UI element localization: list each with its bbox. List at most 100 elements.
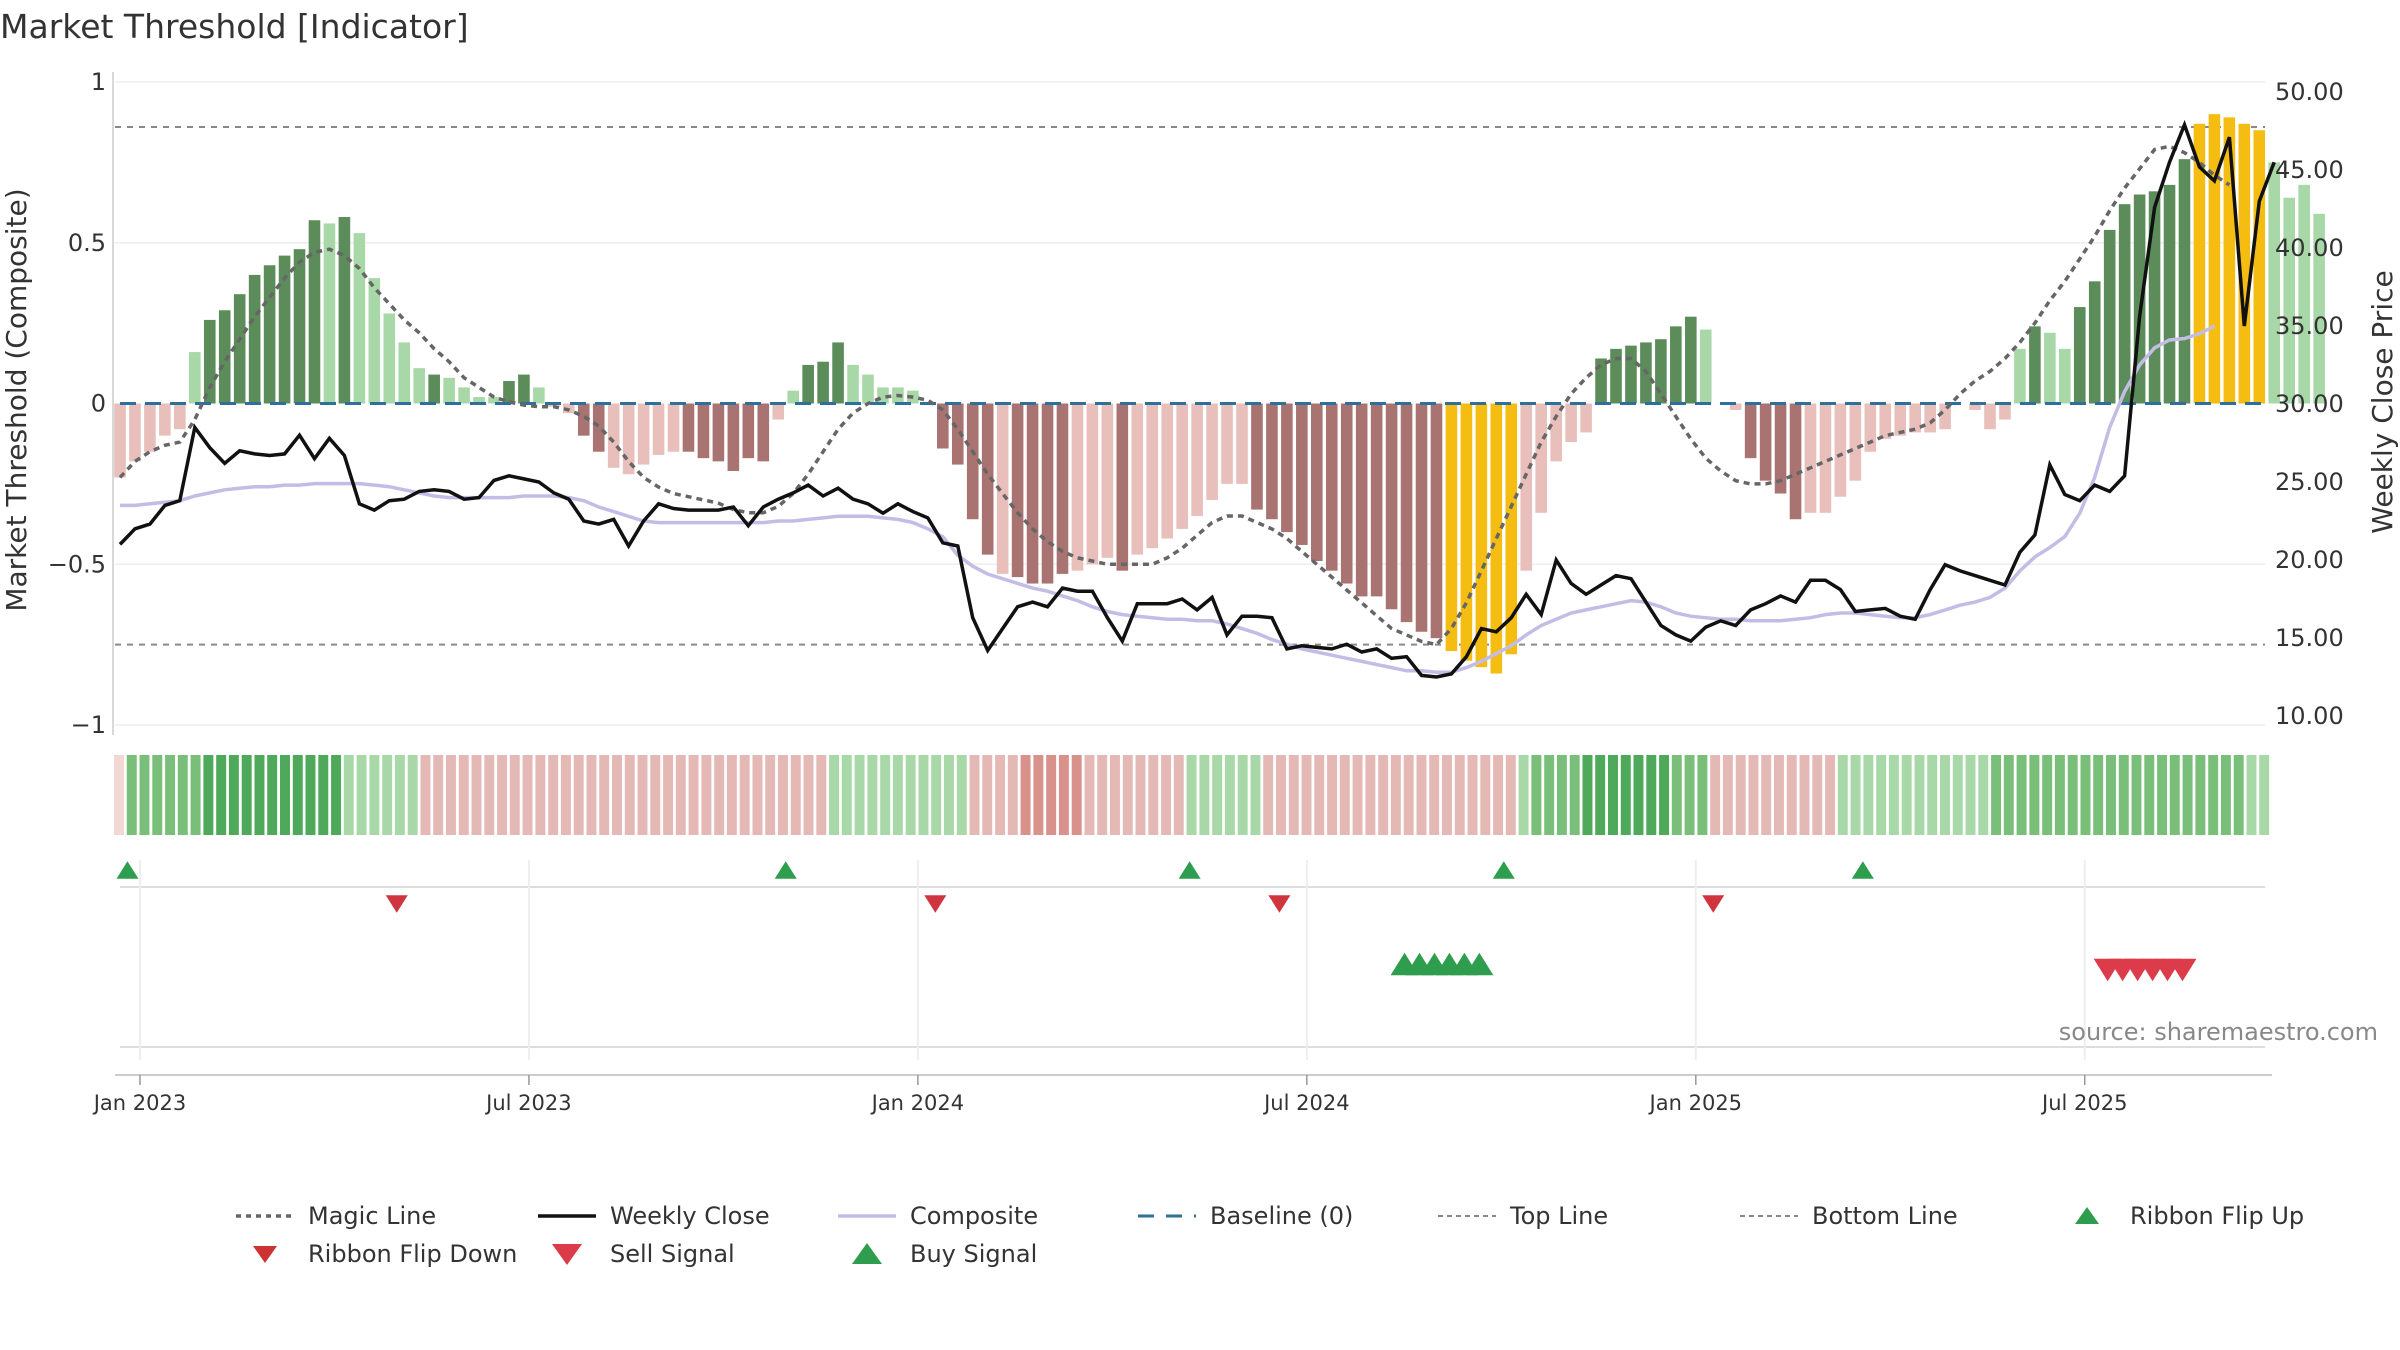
ribbon-cell: [688, 755, 699, 835]
legend-label: Buy Signal: [910, 1240, 1037, 1268]
ribbon-cell: [139, 755, 150, 835]
bar: [1789, 403, 1802, 520]
ribbon-cell: [573, 755, 584, 835]
ribbon-cell: [2042, 755, 2053, 835]
ribbon-cell: [918, 755, 929, 835]
bar: [877, 387, 889, 404]
bar: [1430, 403, 1443, 639]
x-tick-label: Jan 2023: [92, 1091, 187, 1115]
bar: [218, 310, 231, 404]
bar: [1580, 403, 1592, 433]
bar: [278, 255, 291, 404]
ribbon-cell: [471, 755, 482, 835]
ribbon-cell: [1965, 755, 1976, 835]
bar: [787, 390, 799, 404]
ribbon-cell: [2169, 755, 2180, 835]
ribbon-cell: [152, 755, 163, 835]
bar: [1969, 403, 1981, 410]
ribbon-cell: [1812, 755, 1823, 835]
ribbon-cell: [1531, 755, 1542, 835]
y-tick-right: 40.00: [2275, 234, 2344, 262]
grid: [115, 81, 2265, 726]
bar: [2253, 130, 2266, 404]
bar: [1834, 403, 1847, 497]
ribbon-cell: [1237, 755, 1248, 835]
ribbon-cell: [1825, 755, 1836, 835]
ribbon-flip-up-marker: [1492, 861, 1515, 879]
ribbon-cell: [1940, 755, 1950, 835]
bar: [1939, 403, 1951, 430]
ribbon-cell: [2067, 755, 2078, 835]
bar: [1804, 403, 1817, 513]
ribbon-cell: [880, 755, 891, 835]
ribbon-cell: [1544, 755, 1555, 835]
ribbon-cell: [1378, 755, 1389, 835]
ribbon-cell: [126, 755, 137, 835]
ribbon-cell: [1671, 755, 1682, 835]
bar: [607, 403, 620, 468]
bar: [473, 397, 485, 404]
ribbon-cell: [522, 755, 533, 835]
ribbon-cell: [2195, 755, 2206, 835]
legend-label: Composite: [910, 1202, 1038, 1230]
y-axis-label-left: Market Threshold (Composite): [0, 188, 33, 611]
legend-swatch-flip-up: [2075, 1207, 2099, 1224]
ribbon-cell: [663, 755, 674, 835]
ribbon-cell: [1314, 755, 1325, 835]
ribbon-cell: [1416, 755, 1427, 835]
ribbon-cell: [1837, 755, 1848, 835]
legend-item: Composite: [838, 1202, 1038, 1230]
ribbon-cell: [599, 755, 610, 835]
y-tick-left: 0: [91, 390, 106, 418]
bar: [2178, 159, 2191, 404]
bar: [1056, 403, 1069, 574]
ribbon-cell: [956, 755, 967, 835]
x-tick-label: Jan 2024: [870, 1091, 965, 1115]
y-tick-right: 35.00: [2275, 312, 2344, 340]
ribbon-cell: [254, 755, 265, 835]
bar: [2208, 114, 2221, 404]
ribbon-cell: [1442, 755, 1452, 835]
bar: [323, 223, 336, 404]
ribbon-cell: [944, 755, 954, 835]
bar: [1490, 403, 1503, 674]
legend-label: Ribbon Flip Up: [2130, 1202, 2304, 1230]
y-tick-right: 30.00: [2275, 390, 2344, 418]
bar: [1475, 403, 1488, 668]
ribbon-cell: [765, 755, 776, 835]
ribbon-cell: [1071, 755, 1082, 835]
bar: [2223, 117, 2236, 404]
bar: [2029, 326, 2041, 404]
bar: [413, 368, 425, 404]
ribbon-cell: [905, 755, 916, 835]
bar: [503, 380, 515, 404]
legend-item: Bottom Line: [1740, 1202, 1958, 1230]
ribbon-cell: [1288, 755, 1299, 835]
legend-item: Top Line: [1438, 1202, 1608, 1230]
ribbon-cell: [292, 755, 303, 835]
bar: [458, 387, 470, 404]
ribbon-cell: [2182, 755, 2193, 835]
ribbon-cell: [1952, 755, 1963, 835]
legend-label: Sell Signal: [610, 1240, 735, 1268]
ribbon-cell: [1748, 755, 1759, 835]
legend-item: Magic Line: [236, 1202, 436, 1230]
bar: [488, 397, 500, 404]
bar: [1565, 403, 1577, 443]
ribbon-flip-down-marker: [385, 895, 408, 913]
bar: [518, 374, 530, 404]
bar: [2088, 281, 2101, 404]
chart-title: Market Threshold [Indicator]: [0, 7, 469, 46]
ribbon-cell: [1173, 755, 1184, 835]
bar: [667, 403, 680, 452]
ribbon-cell: [1722, 755, 1733, 835]
ribbon-cell: [1505, 755, 1516, 835]
bar: [1071, 403, 1084, 571]
bar: [622, 403, 635, 475]
ribbon-cell: [228, 755, 239, 835]
bar: [1655, 339, 1667, 404]
ribbon-cell: [1033, 755, 1044, 835]
bar: [1101, 403, 1114, 558]
ribbon-cell: [2029, 755, 2040, 835]
bar: [293, 249, 306, 404]
